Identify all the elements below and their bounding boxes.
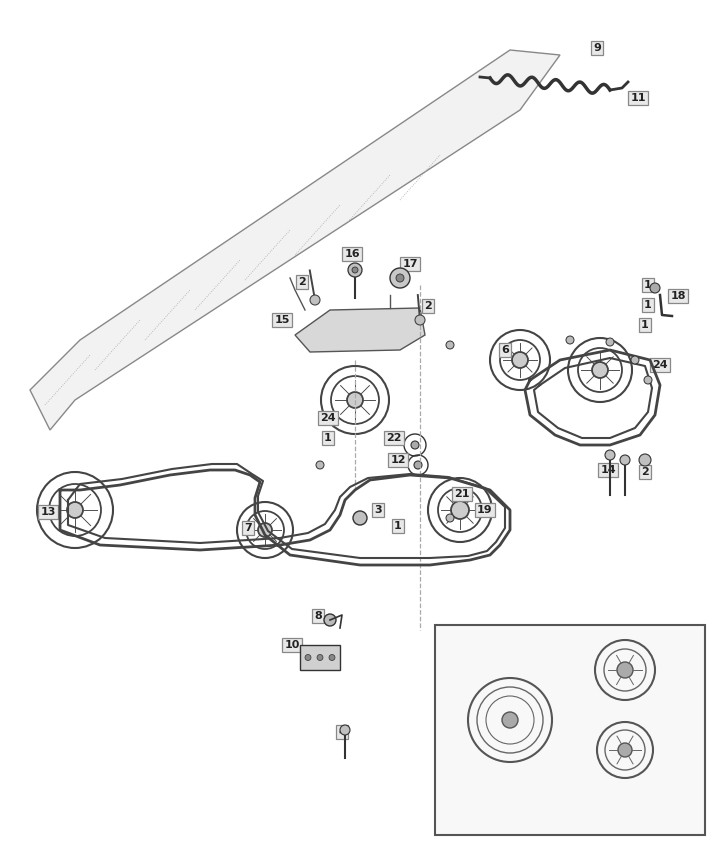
Text: 3: 3 xyxy=(374,505,382,515)
Circle shape xyxy=(605,450,615,460)
Circle shape xyxy=(414,461,422,469)
Circle shape xyxy=(446,341,454,349)
Text: 7: 7 xyxy=(244,523,252,533)
Circle shape xyxy=(324,614,336,626)
Text: 12: 12 xyxy=(390,455,406,465)
Text: 16: 16 xyxy=(344,249,360,259)
Text: 9: 9 xyxy=(593,43,601,53)
Circle shape xyxy=(329,654,335,660)
Circle shape xyxy=(305,654,311,660)
Text: 23: 23 xyxy=(460,713,476,723)
Circle shape xyxy=(502,712,518,728)
Text: 1: 1 xyxy=(644,280,652,290)
Text: 18: 18 xyxy=(670,291,685,301)
Text: 2: 2 xyxy=(424,301,432,311)
Text: 19: 19 xyxy=(477,505,492,515)
Text: 5: 5 xyxy=(658,745,666,755)
Text: 10: 10 xyxy=(284,640,300,650)
Circle shape xyxy=(639,454,651,466)
Text: 15: 15 xyxy=(274,315,289,325)
Text: 21: 21 xyxy=(454,489,469,499)
Circle shape xyxy=(451,501,469,519)
Circle shape xyxy=(411,441,419,449)
Circle shape xyxy=(258,523,272,537)
Circle shape xyxy=(67,502,83,518)
Circle shape xyxy=(618,743,632,757)
Bar xyxy=(435,625,705,835)
Text: 22: 22 xyxy=(386,433,402,443)
Text: 2: 2 xyxy=(641,467,649,477)
Circle shape xyxy=(352,267,358,273)
Circle shape xyxy=(348,263,362,277)
Circle shape xyxy=(617,662,633,678)
Circle shape xyxy=(310,295,320,305)
Circle shape xyxy=(317,654,323,660)
Text: 1: 1 xyxy=(394,521,402,531)
Circle shape xyxy=(620,455,630,465)
Polygon shape xyxy=(295,308,425,352)
Circle shape xyxy=(353,511,367,525)
Text: 24: 24 xyxy=(652,360,668,370)
Circle shape xyxy=(347,392,363,408)
Text: 1: 1 xyxy=(644,300,652,310)
Circle shape xyxy=(446,514,454,522)
Circle shape xyxy=(650,283,660,293)
Circle shape xyxy=(512,352,528,368)
Circle shape xyxy=(316,461,324,469)
Text: 13: 13 xyxy=(40,507,55,517)
Text: 20: 20 xyxy=(654,663,670,673)
Text: 17: 17 xyxy=(402,259,418,269)
Circle shape xyxy=(566,336,574,344)
Polygon shape xyxy=(30,50,560,430)
Circle shape xyxy=(390,268,410,288)
Text: 8: 8 xyxy=(314,611,322,621)
Bar xyxy=(300,645,340,670)
Text: 11: 11 xyxy=(630,93,646,103)
Circle shape xyxy=(396,274,404,282)
Circle shape xyxy=(631,356,639,364)
Text: 4: 4 xyxy=(338,727,346,737)
Text: 6: 6 xyxy=(501,345,509,355)
Text: 2: 2 xyxy=(298,277,306,287)
Circle shape xyxy=(340,725,350,735)
Text: 1: 1 xyxy=(324,433,332,443)
Circle shape xyxy=(415,315,425,325)
Text: 1: 1 xyxy=(641,320,649,330)
Text: 14: 14 xyxy=(600,465,616,475)
Circle shape xyxy=(606,338,614,346)
Text: 24: 24 xyxy=(320,413,336,423)
Circle shape xyxy=(644,376,652,384)
Circle shape xyxy=(592,362,608,378)
